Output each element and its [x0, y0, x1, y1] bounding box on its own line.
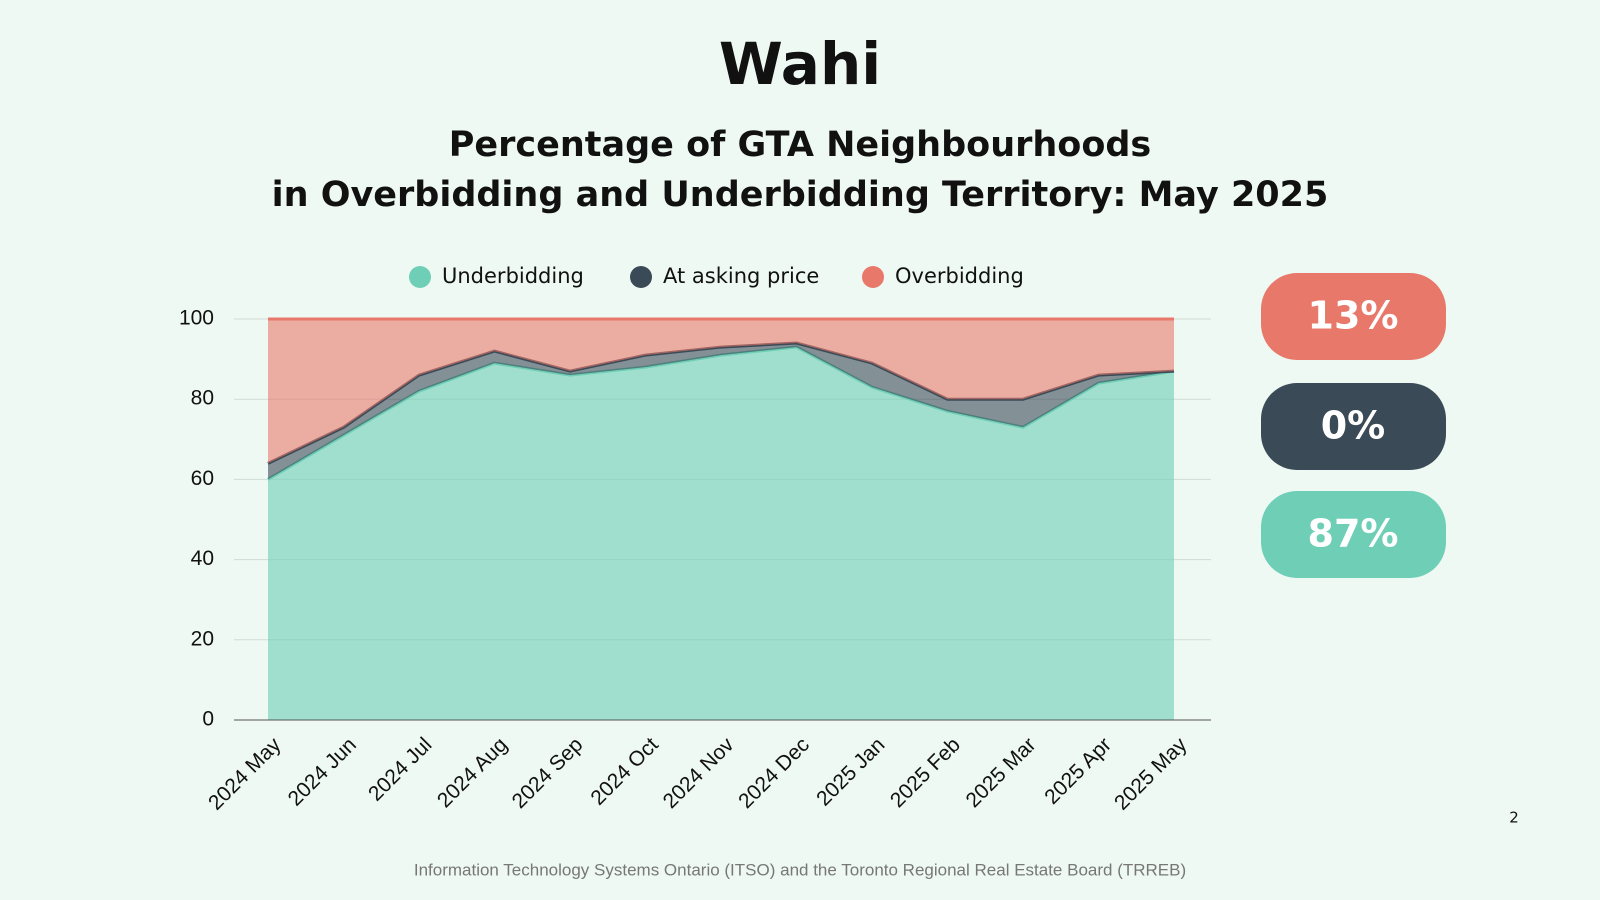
legend-swatch: [630, 266, 652, 288]
x-tick-label: 2025 Apr: [1040, 733, 1116, 809]
callout-badge: [1261, 383, 1446, 470]
page-number: 2: [1509, 809, 1519, 827]
x-tick-label: 2025 Mar: [961, 733, 1040, 812]
x-tick-label: 2024 Oct: [586, 733, 663, 810]
callout-badge: [1261, 491, 1446, 578]
x-tick-label: 2024 May: [204, 733, 286, 815]
y-tick-label: 60: [191, 467, 214, 490]
y-tick-label: 20: [191, 627, 214, 650]
callout-text: 13%: [1308, 294, 1399, 338]
callout-text: 0%: [1321, 404, 1386, 448]
legend-label: Underbidding: [442, 264, 584, 288]
x-tick-label: 2025 Jan: [812, 733, 889, 810]
chart-title: in Overbidding and Underbidding Territor…: [272, 175, 1329, 215]
x-tick-label: 2024 Aug: [433, 733, 512, 812]
callout-badge: [1261, 273, 1446, 360]
y-tick-label: 80: [191, 387, 214, 410]
x-tick-label: 2025 Feb: [886, 733, 965, 812]
x-tick-label: 2025 May: [1110, 733, 1192, 815]
area: [268, 319, 1174, 464]
source: Information Technology Systems Ontario (…: [414, 860, 1186, 879]
area: [268, 347, 1174, 720]
legend-label: At asking price: [663, 264, 819, 288]
logo: Wahi: [719, 30, 881, 98]
callout-text: 87%: [1308, 512, 1399, 556]
legend-swatch: [862, 266, 884, 288]
area: [268, 343, 1174, 480]
x-tick-label: 2024 Jul: [364, 733, 436, 805]
y-tick-label: 100: [179, 307, 214, 330]
y-tick-label: 40: [191, 547, 214, 570]
x-tick-label: 2024 Sep: [508, 733, 588, 813]
y-tick-label: 0: [202, 708, 214, 731]
x-tick-label: 2024 Jun: [284, 733, 361, 810]
chart-title: Percentage of GTA Neighbourhoods: [449, 125, 1152, 165]
x-tick-label: 2024 Nov: [659, 733, 739, 813]
legend-swatch: [409, 266, 431, 288]
x-tick-label: 2024 Dec: [734, 733, 814, 813]
legend-label: Overbidding: [895, 264, 1024, 288]
